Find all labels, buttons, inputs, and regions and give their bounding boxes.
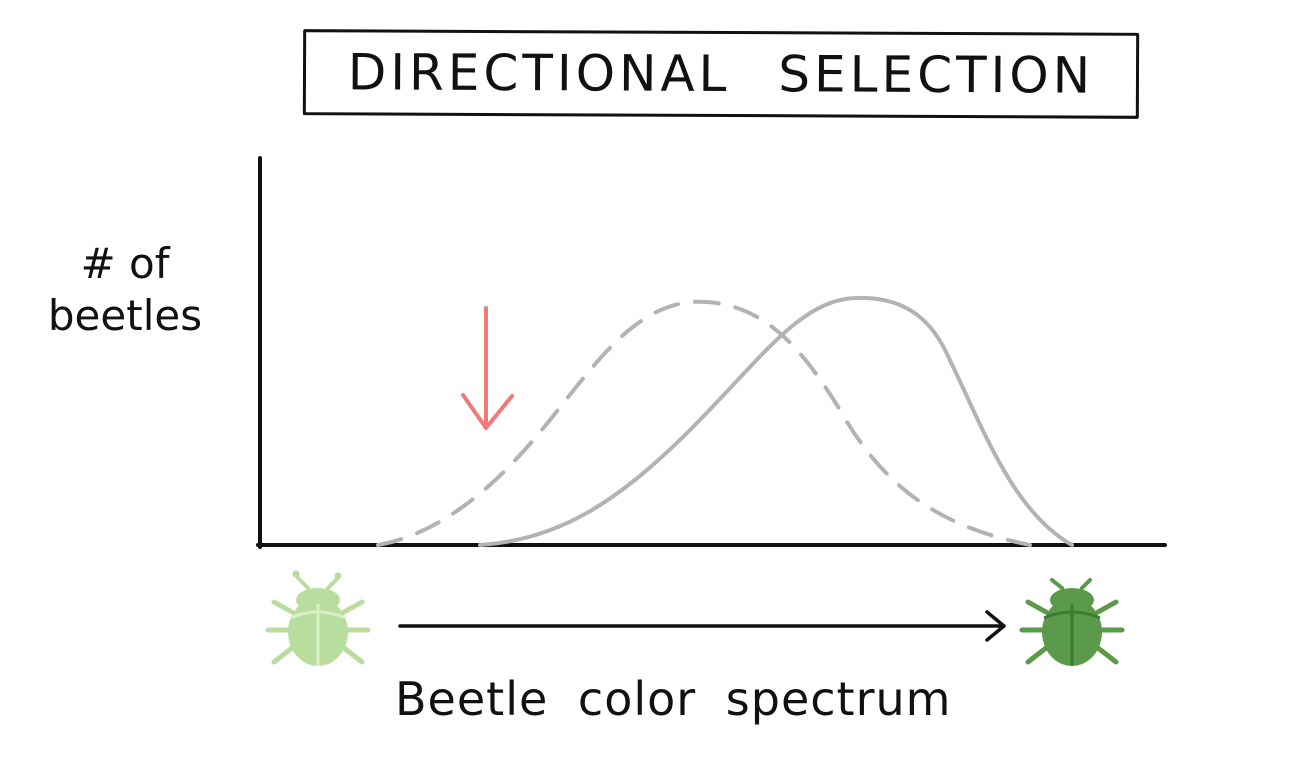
y-axis-label-line-2: beetles [47, 291, 203, 340]
dark-beetle-icon [1019, 578, 1125, 666]
x-axis-label: Beetle color spectrum [395, 672, 952, 726]
title-box: DIRECTIONAL SELECTION [302, 29, 1140, 119]
before-selection-curve [376, 299, 1032, 547]
light-beetle-icon [265, 570, 371, 666]
y-axis-label: # of beetles [20, 238, 230, 342]
y-axis-label-line-1: # of [80, 239, 170, 288]
diagram-title: DIRECTIONAL SELECTION [347, 43, 1095, 105]
selection-arrow [461, 306, 514, 430]
spectrum-arrow [398, 610, 1006, 642]
after-selection-curve [478, 295, 1074, 547]
